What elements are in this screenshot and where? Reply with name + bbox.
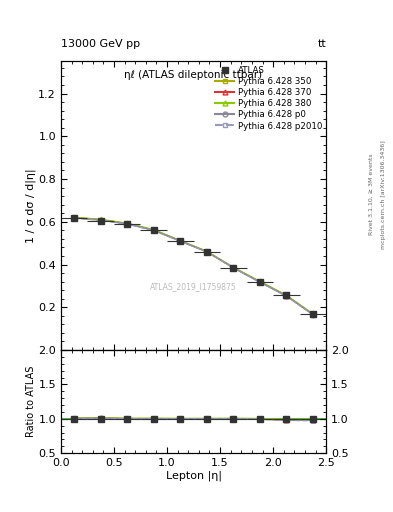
Text: tt: tt <box>318 38 326 49</box>
Text: ATLAS_2019_I1759875: ATLAS_2019_I1759875 <box>150 282 237 291</box>
Text: mcplots.cern.ch [arXiv:1306.3436]: mcplots.cern.ch [arXiv:1306.3436] <box>381 140 386 249</box>
Y-axis label: 1 / σ dσ / d|η|: 1 / σ dσ / d|η| <box>25 168 35 243</box>
Legend: ATLAS, Pythia 6.428 350, Pythia 6.428 370, Pythia 6.428 380, Pythia 6.428 p0, Py: ATLAS, Pythia 6.428 350, Pythia 6.428 37… <box>213 64 323 132</box>
Text: ηℓ (ATLAS dileptonic ttbar): ηℓ (ATLAS dileptonic ttbar) <box>125 70 263 80</box>
Y-axis label: Ratio to ATLAS: Ratio to ATLAS <box>26 366 35 437</box>
Text: 13000 GeV pp: 13000 GeV pp <box>61 38 140 49</box>
Text: Rivet 3.1.10, ≥ 3M events: Rivet 3.1.10, ≥ 3M events <box>369 154 374 236</box>
X-axis label: Lepton |η|: Lepton |η| <box>165 471 222 481</box>
